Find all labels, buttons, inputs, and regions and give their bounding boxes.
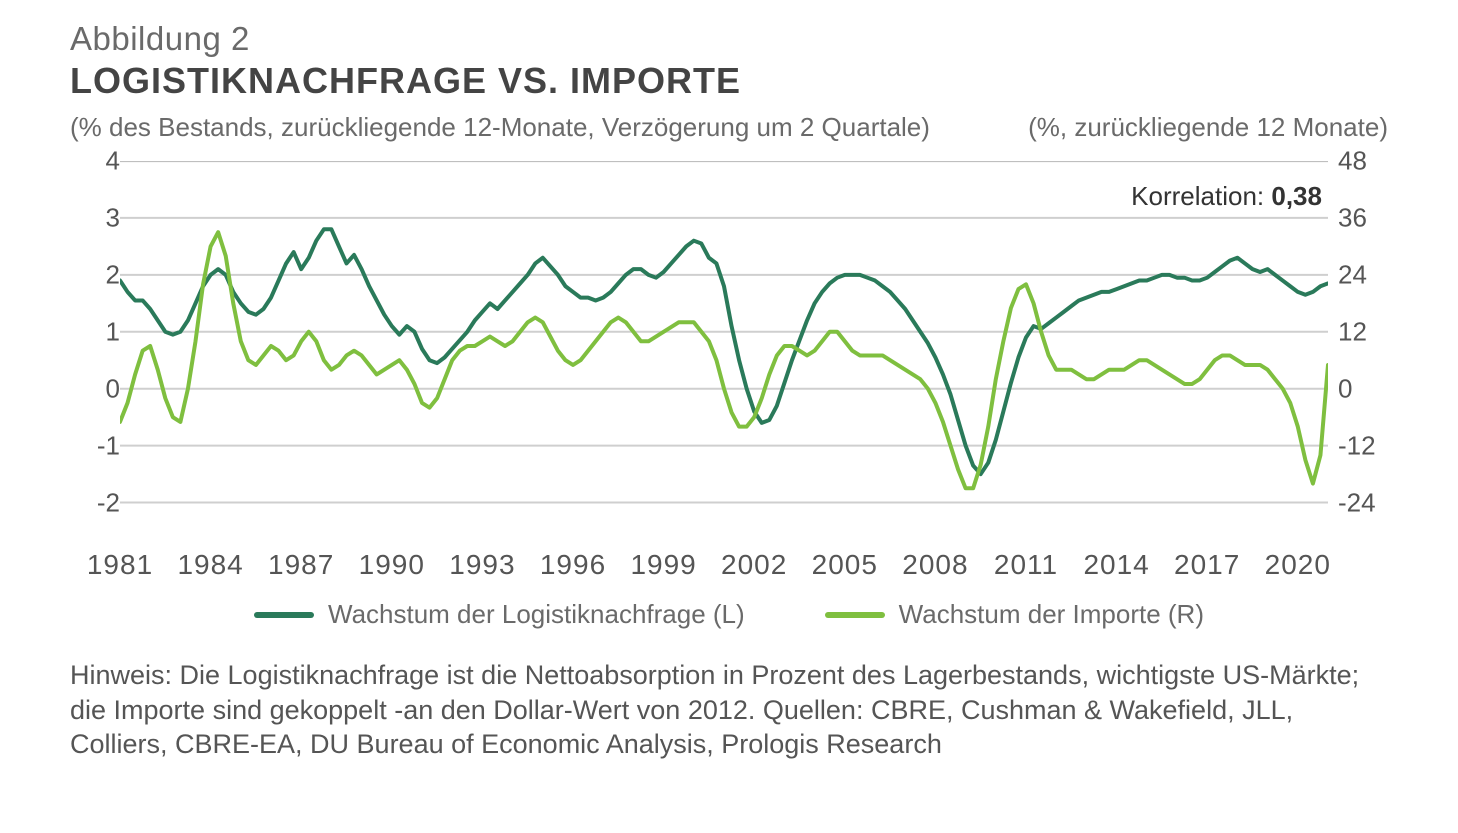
y-left-tick: -1 [70,430,120,461]
line-chart-svg [120,161,1328,531]
y-left-tick: 3 [70,202,120,233]
x-tick: 2008 [902,549,968,581]
y-left-tick: -2 [70,487,120,518]
correlation-value: 0,38 [1271,181,1322,211]
y-axis-left: -2-101234 [70,161,120,531]
x-tick: 2017 [1174,549,1240,581]
y-right-tick: 0 [1338,373,1388,404]
x-tick: 2020 [1265,549,1331,581]
y-right-tick: -12 [1338,430,1388,461]
legend-swatch-0 [254,612,314,618]
y-right-tick: 48 [1338,146,1388,177]
y-right-tick: 12 [1338,316,1388,347]
x-axis: 1981198419871990199319961999200220052008… [120,541,1328,591]
y-right-tick: -24 [1338,487,1388,518]
x-tick: 1981 [87,549,153,581]
x-tick: 1999 [630,549,696,581]
plot-box: Korrelation: 0,38 [120,161,1328,531]
x-tick: 1996 [540,549,606,581]
x-tick: 2014 [1083,549,1149,581]
legend-label-0: Wachstum der Logistiknachfrage (L) [328,599,745,630]
y-left-tick: 4 [70,146,120,177]
subtitle-left: (% des Bestands, zurückliegende 12-Monat… [70,112,930,143]
x-tick: 1993 [449,549,515,581]
figure-label: Abbildung 2 [70,20,1388,58]
y-left-tick: 1 [70,316,120,347]
y-left-tick: 0 [70,373,120,404]
y-right-tick: 36 [1338,202,1388,233]
legend-item-1: Wachstum der Importe (R) [825,599,1204,630]
y-right-tick: 24 [1338,259,1388,290]
x-tick: 1984 [177,549,243,581]
subtitle-right: (%, zurückliegende 12 Monate) [1028,112,1388,143]
legend-item-0: Wachstum der Logistiknachfrage (L) [254,599,745,630]
x-tick: 2002 [721,549,787,581]
subtitle-row: (% des Bestands, zurückliegende 12-Monat… [70,112,1388,143]
correlation-prefix: Korrelation: [1131,181,1271,211]
legend-label-1: Wachstum der Importe (R) [899,599,1204,630]
x-tick: 2011 [994,549,1058,581]
y-axis-right: -24-12012243648 [1338,161,1388,531]
legend-swatch-1 [825,612,885,618]
figure-container: Abbildung 2 LOGISTIKNACHFRAGE VS. IMPORT… [0,0,1458,833]
x-tick: 1987 [268,549,334,581]
y-left-tick: 2 [70,259,120,290]
x-tick: 2005 [812,549,878,581]
chart-title: LOGISTIKNACHFRAGE VS. IMPORTE [70,60,1388,102]
chart-area: -2-101234 Korrelation: 0,38 -24-12012243… [70,161,1388,591]
legend: Wachstum der Logistiknachfrage (L) Wachs… [70,599,1388,630]
correlation-annotation: Korrelation: 0,38 [1131,181,1322,212]
x-tick: 1990 [359,549,425,581]
footnote: Hinweis: Die Logistiknachfrage ist die N… [70,658,1388,762]
